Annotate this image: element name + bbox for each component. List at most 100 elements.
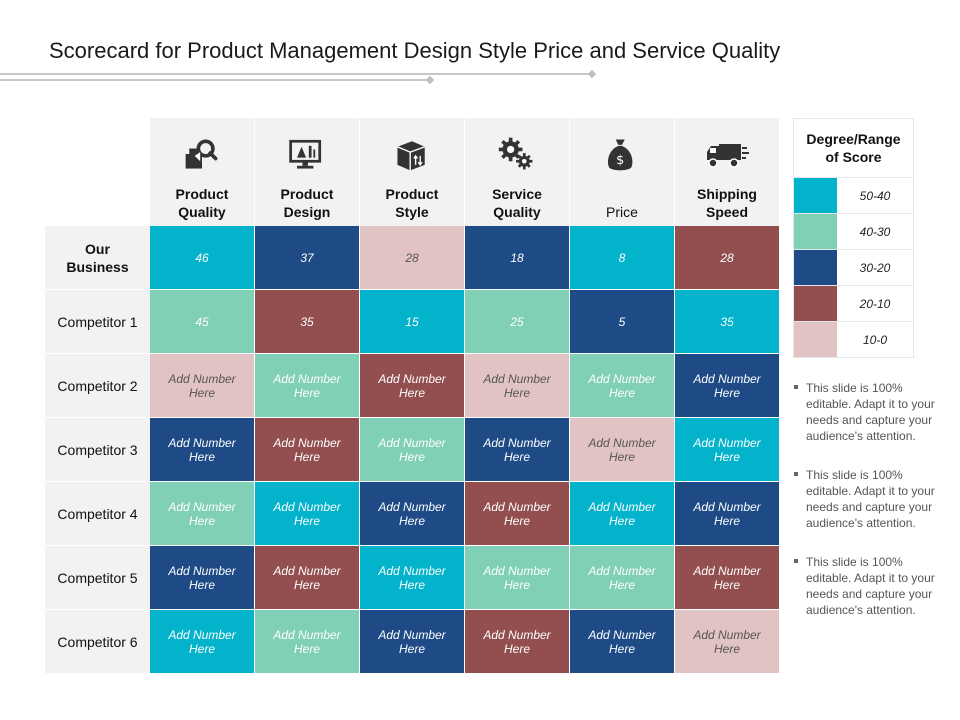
score-cell: 35 [255, 290, 360, 354]
row-label-competitor-3: Competitor 3 [45, 418, 150, 482]
note-item: This slide is 100% editable. Adapt it to… [794, 380, 944, 444]
legend-item: 10-0 [794, 322, 913, 357]
legend-title: Degree/Range of Score [794, 119, 913, 178]
score-cell: 25 [465, 290, 570, 354]
column-header-price: Price [570, 118, 675, 226]
score-cell: Add Number Here [150, 354, 255, 418]
legend-item: 20-10 [794, 286, 913, 322]
legend-range: 10-0 [862, 332, 888, 347]
score-cell: 37 [255, 226, 360, 290]
score-cell: Add Number Here [465, 482, 570, 546]
legend-range: 40-30 [859, 224, 891, 239]
score-legend: Degree/Range of Score 50-40 40-30 30-20 20-… [793, 118, 914, 358]
row-label-competitor-6: Competitor 6 [45, 610, 150, 674]
row-label-our-business: Our Business [45, 226, 150, 290]
legend-swatch [794, 286, 837, 321]
score-cell: Add Number Here [465, 546, 570, 610]
package-box-icon [396, 140, 426, 172]
score-cell: 28 [675, 226, 780, 290]
score-cell: 28 [360, 226, 465, 290]
score-cell: Add Number Here [675, 482, 780, 546]
score-cell: 8 [570, 226, 675, 290]
score-cell: 18 [465, 226, 570, 290]
decorative-rule [0, 79, 430, 81]
note-text: This slide is 100% editable. Adapt it to… [806, 381, 935, 443]
legend-item: 50-40 [794, 178, 913, 214]
legend-swatch [794, 250, 837, 285]
slide-title: Scorecard for Product Management Design … [49, 38, 781, 63]
magnifier-box-icon [183, 139, 218, 171]
bullet-icon [794, 472, 798, 476]
score-cell: Add Number Here [465, 418, 570, 482]
score-cell: Add Number Here [675, 418, 780, 482]
column-header-label: Price [606, 204, 638, 220]
score-cell: Add Number Here [465, 610, 570, 674]
score-cell: Add Number Here [360, 610, 465, 674]
decorative-rule [0, 73, 592, 75]
score-cell: Add Number Here [360, 482, 465, 546]
score-cell: Add Number Here [675, 610, 780, 674]
score-cell: Add Number Here [150, 482, 255, 546]
row-label-competitor-5: Competitor 5 [45, 546, 150, 610]
score-cell: Add Number Here [360, 354, 465, 418]
column-header-label: Product Design [280, 186, 334, 220]
score-cell: Add Number Here [255, 610, 360, 674]
legend-item: 40-30 [794, 214, 913, 250]
score-cell: Add Number Here [255, 482, 360, 546]
column-header-label: Service Quality [492, 186, 542, 220]
row-label-competitor-1: Competitor 1 [45, 290, 150, 354]
score-cell: Add Number Here [570, 546, 675, 610]
score-cell: Add Number Here [360, 546, 465, 610]
column-header-product-design: Product Design [255, 118, 360, 226]
score-cell: Add Number Here [570, 418, 675, 482]
column-header-product-style: Product Style [360, 118, 465, 226]
legend-swatch [794, 322, 837, 357]
delivery-truck-icon [706, 143, 750, 168]
score-cell: Add Number Here [360, 418, 465, 482]
column-header-label: Product Quality [175, 186, 229, 220]
row-label-competitor-2: Competitor 2 [45, 354, 150, 418]
note-text: This slide is 100% editable. Adapt it to… [806, 468, 935, 530]
decorative-dot [587, 69, 597, 79]
note-item: This slide is 100% editable. Adapt it to… [794, 467, 944, 531]
gears-icon [497, 135, 535, 172]
bullet-icon [794, 385, 798, 389]
monitor-design-icon [289, 139, 322, 170]
scorecard-table: Product Quality Product Design Product Sty… [45, 118, 780, 674]
notes-list: This slide is 100% editable. Adapt it to… [794, 380, 944, 641]
legend-range: 20-10 [859, 296, 891, 311]
score-cell: Add Number Here [570, 610, 675, 674]
score-cell: Add Number Here [570, 354, 675, 418]
note-item: This slide is 100% editable. Adapt it to… [794, 554, 944, 618]
score-cell: Add Number Here [255, 418, 360, 482]
score-cell: 15 [360, 290, 465, 354]
score-cell: Add Number Here [150, 418, 255, 482]
table-corner [45, 118, 150, 226]
legend-swatch [794, 214, 837, 249]
column-header-product-quality: Product Quality [150, 118, 255, 226]
column-header-label: Shipping Speed [697, 186, 757, 220]
score-cell: Add Number Here [675, 546, 780, 610]
legend-range: 30-20 [859, 260, 891, 275]
score-cell: 35 [675, 290, 780, 354]
money-bag-icon [607, 139, 633, 171]
legend-swatch [794, 178, 837, 213]
legend-range: 50-40 [859, 188, 891, 203]
score-cell: 45 [150, 290, 255, 354]
row-label-competitor-4: Competitor 4 [45, 482, 150, 546]
column-header-label: Product Style [385, 186, 439, 220]
score-cell: Add Number Here [255, 354, 360, 418]
score-cell: 46 [150, 226, 255, 290]
score-cell: Add Number Here [570, 482, 675, 546]
score-cell: Add Number Here [255, 546, 360, 610]
decorative-dot [425, 75, 435, 85]
score-cell: 5 [570, 290, 675, 354]
column-header-shipping-speed: Shipping Speed [675, 118, 780, 226]
column-header-service-quality: Service Quality [465, 118, 570, 226]
bullet-icon [794, 559, 798, 563]
score-cell: Add Number Here [465, 354, 570, 418]
legend-item: 30-20 [794, 250, 913, 286]
score-cell: Add Number Here [150, 546, 255, 610]
score-cell: Add Number Here [675, 354, 780, 418]
score-cell: Add Number Here [150, 610, 255, 674]
